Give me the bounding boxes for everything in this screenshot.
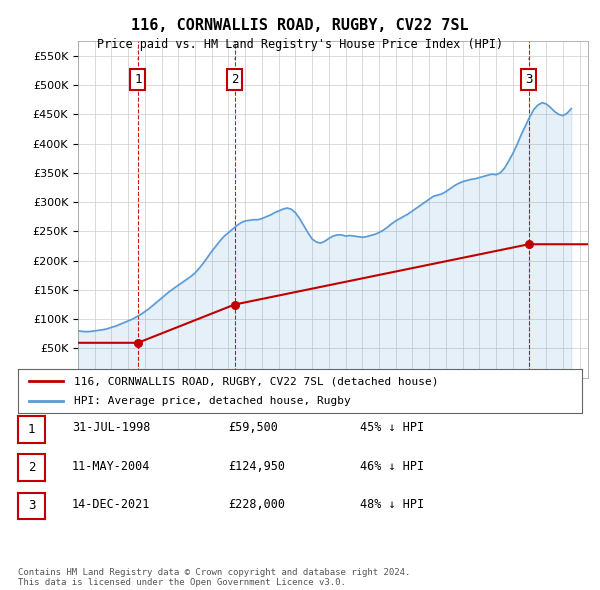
Text: 2: 2 <box>28 461 35 474</box>
Text: £124,950: £124,950 <box>228 460 285 473</box>
Text: 3: 3 <box>525 73 533 86</box>
Text: £228,000: £228,000 <box>228 498 285 511</box>
Point <box>230 300 239 309</box>
Text: 116, CORNWALLIS ROAD, RUGBY, CV22 7SL: 116, CORNWALLIS ROAD, RUGBY, CV22 7SL <box>131 18 469 32</box>
Text: Contains HM Land Registry data © Crown copyright and database right 2024.: Contains HM Land Registry data © Crown c… <box>18 568 410 577</box>
Text: 45% ↓ HPI: 45% ↓ HPI <box>360 421 424 434</box>
Text: 116, CORNWALLIS ROAD, RUGBY, CV22 7SL (detached house): 116, CORNWALLIS ROAD, RUGBY, CV22 7SL (d… <box>74 376 439 386</box>
Point <box>524 240 533 249</box>
Point <box>133 338 143 348</box>
Text: 2: 2 <box>231 73 238 86</box>
Text: 1: 1 <box>134 73 142 86</box>
Text: 11-MAY-2004: 11-MAY-2004 <box>72 460 151 473</box>
Text: 3: 3 <box>28 499 35 513</box>
Text: 1: 1 <box>28 422 35 436</box>
Text: 31-JUL-1998: 31-JUL-1998 <box>72 421 151 434</box>
Text: £59,500: £59,500 <box>228 421 278 434</box>
Text: HPI: Average price, detached house, Rugby: HPI: Average price, detached house, Rugb… <box>74 396 351 405</box>
Text: 48% ↓ HPI: 48% ↓ HPI <box>360 498 424 511</box>
Text: This data is licensed under the Open Government Licence v3.0.: This data is licensed under the Open Gov… <box>18 578 346 587</box>
Text: 14-DEC-2021: 14-DEC-2021 <box>72 498 151 511</box>
Text: Price paid vs. HM Land Registry's House Price Index (HPI): Price paid vs. HM Land Registry's House … <box>97 38 503 51</box>
Text: 46% ↓ HPI: 46% ↓ HPI <box>360 460 424 473</box>
